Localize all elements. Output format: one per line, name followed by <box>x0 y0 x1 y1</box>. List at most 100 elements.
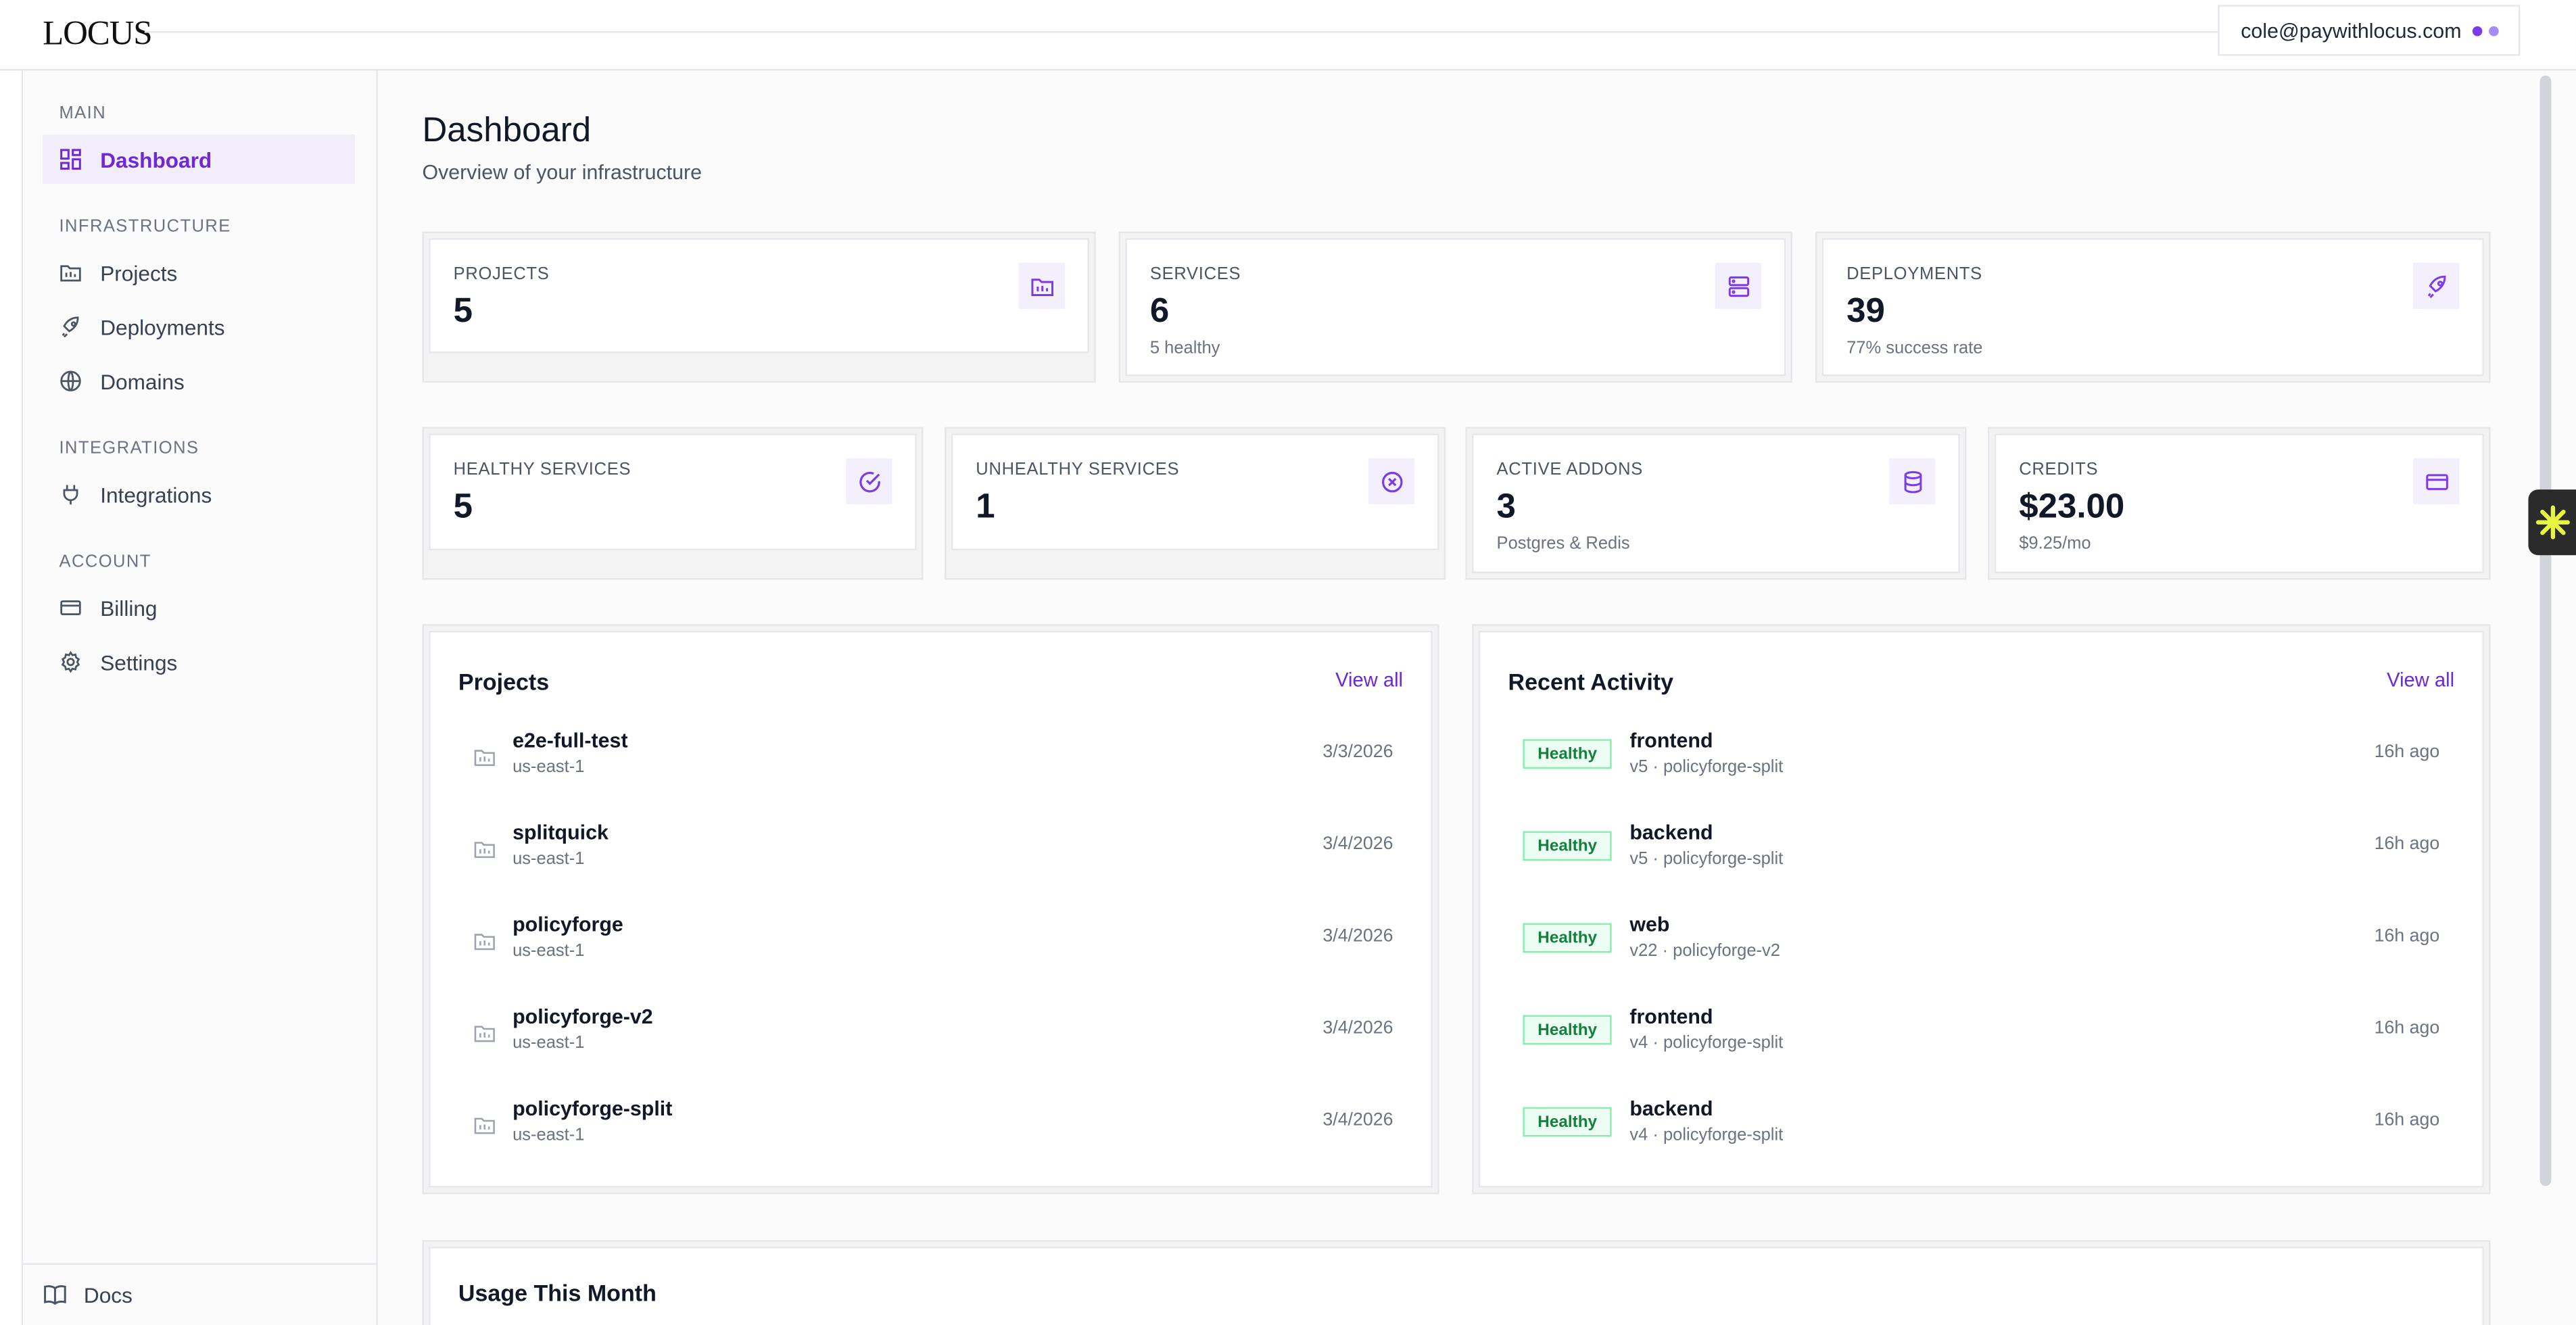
project-date: 3/4/2026 <box>1322 834 1393 854</box>
credit-card-icon <box>2413 458 2460 504</box>
projects-view-all-link[interactable]: View all <box>1335 668 1404 692</box>
stat-value: 5 <box>453 292 473 331</box>
project-date: 3/4/2026 <box>1322 926 1393 946</box>
stat-value: 1 <box>976 487 995 526</box>
service-meta: v22 · policyforge-v2 <box>1629 941 1780 961</box>
section-integrations: INTEGRATIONS <box>59 438 199 458</box>
project-name: e2e-full-test <box>512 729 628 752</box>
project-row[interactable]: policyforge us-east-1 3/4/2026 <box>473 913 1393 979</box>
dashboard-icon <box>60 149 81 170</box>
sidebar-item-settings[interactable]: Settings <box>43 637 355 687</box>
folder-icon <box>1018 262 1065 309</box>
stat-card-unhealthy-services[interactable]: UNHEALTHY SERVICES 1 <box>945 427 1446 580</box>
sidebar-item-label: Billing <box>100 595 158 621</box>
project-row[interactable]: policyforge-v2 us-east-1 3/4/2026 <box>473 1005 1393 1071</box>
sidebar-item-projects[interactable]: Projects <box>43 248 355 297</box>
activity-row[interactable]: Healthy web v22 · policyforge-v2 16h ago <box>1523 913 2439 979</box>
sidebar-item-domains[interactable]: Domains <box>43 356 355 406</box>
folder-icon <box>60 265 81 282</box>
folder-icon <box>474 842 495 859</box>
status-badge: Healthy <box>1523 1015 1612 1045</box>
section-account: ACCOUNT <box>59 552 151 572</box>
database-icon <box>1889 458 1936 504</box>
project-region: us-east-1 <box>512 849 585 869</box>
activity-row[interactable]: Healthy frontend v4 · policyforge-split … <box>1523 1005 2439 1071</box>
page-title: Dashboard <box>422 112 592 150</box>
project-region: us-east-1 <box>512 1033 585 1053</box>
stat-sub: Postgres & Redis <box>1496 533 1630 554</box>
credit-card-icon <box>60 600 81 615</box>
usage-panel: Usage This Month <box>422 1240 2491 1325</box>
project-region: us-east-1 <box>512 1125 585 1145</box>
globe-icon <box>60 370 81 391</box>
stat-card-active-addons[interactable]: ACTIVE ADDONS 3 Postgres & Redis <box>1465 427 1967 580</box>
folder-icon <box>474 1026 495 1042</box>
service-name: frontend <box>1629 1005 1713 1029</box>
project-region: us-east-1 <box>512 941 585 961</box>
stat-card-credits[interactable]: CREDITS $23.00 $9.25/mo <box>1988 427 2491 580</box>
stat-card-deployments[interactable]: DEPLOYMENTS 39 77% success rate <box>1815 231 2491 383</box>
project-date: 3/4/2026 <box>1322 1110 1393 1130</box>
scrollbar-thumb[interactable] <box>2539 75 2552 1186</box>
activity-time: 16h ago <box>2374 834 2440 854</box>
status-dots-icon <box>2472 26 2499 37</box>
server-icon <box>1715 262 1761 309</box>
locus-logo[interactable]: LOCUS <box>43 13 152 53</box>
project-name: policyforge <box>512 913 623 936</box>
docs-link[interactable]: Docs <box>23 1263 378 1325</box>
stat-value: 5 <box>453 487 473 526</box>
sidebar-item-billing[interactable]: Billing <box>43 583 355 633</box>
activity-row[interactable]: Healthy backend v4 · policyforge-split 1… <box>1523 1097 2439 1163</box>
sparkle-helper-button[interactable] <box>2528 489 2576 556</box>
left-edge-strip <box>0 70 24 1325</box>
rocket-icon <box>2413 262 2460 309</box>
sidebar-item-deployments[interactable]: Deployments <box>43 302 355 352</box>
sidebar-item-label: Projects <box>100 260 178 285</box>
project-row[interactable]: e2e-full-test us-east-1 3/3/2026 <box>473 729 1393 795</box>
project-name: policyforge-v2 <box>512 1005 653 1029</box>
activity-time: 16h ago <box>2374 926 2440 946</box>
docs-label: Docs <box>83 1282 133 1308</box>
project-row[interactable]: policyforge-split us-east-1 3/4/2026 <box>473 1097 1393 1163</box>
stat-value: 6 <box>1149 292 1170 331</box>
user-menu-button[interactable]: cole@paywithlocus.com <box>2218 5 2521 56</box>
activity-view-all-link[interactable]: View all <box>2387 668 2455 692</box>
stat-label: DEPLOYMENTS <box>1846 264 1982 285</box>
folder-icon <box>474 1117 495 1134</box>
stat-sub: $9.25/mo <box>2019 533 2091 554</box>
project-date: 3/4/2026 <box>1322 1018 1393 1038</box>
activity-time: 16h ago <box>2374 1018 2440 1038</box>
status-badge: Healthy <box>1523 923 1612 953</box>
service-name: backend <box>1629 1097 1713 1121</box>
project-name: policyforge-split <box>512 1097 673 1121</box>
rocket-icon <box>62 316 79 338</box>
stat-label: HEALTHY SERVICES <box>453 460 631 480</box>
service-name: backend <box>1629 821 1713 844</box>
stat-card-healthy-services[interactable]: HEALTHY SERVICES 5 <box>422 427 924 580</box>
stat-label: CREDITS <box>2019 460 2099 480</box>
book-icon <box>44 1285 66 1305</box>
section-main: MAIN <box>59 103 107 124</box>
service-meta: v5 · policyforge-split <box>1629 849 1784 869</box>
project-name: splitquick <box>512 821 609 844</box>
stat-value: 3 <box>1496 487 1516 526</box>
stat-card-projects[interactable]: PROJECTS 5 <box>422 231 1096 383</box>
panel-title: Projects <box>458 668 550 695</box>
activity-row[interactable]: Healthy frontend v5 · policyforge-split … <box>1523 729 2439 795</box>
sidebar-item-label: Integrations <box>100 482 212 507</box>
activity-row[interactable]: Healthy backend v5 · policyforge-split 1… <box>1523 821 2439 887</box>
sidebar-item-integrations[interactable]: Integrations <box>43 470 355 519</box>
project-date: 3/3/2026 <box>1322 742 1393 763</box>
asterisk-icon <box>2535 505 2570 539</box>
status-badge: Healthy <box>1523 831 1612 861</box>
sidebar-item-label: Deployments <box>100 314 225 339</box>
page-subtitle: Overview of your infrastructure <box>422 161 702 185</box>
stat-card-services[interactable]: SERVICES 6 5 healthy <box>1118 231 1792 383</box>
service-name: frontend <box>1629 729 1713 752</box>
project-row[interactable]: splitquick us-east-1 3/4/2026 <box>473 821 1393 887</box>
stat-label: ACTIVE ADDONS <box>1496 460 1644 480</box>
sidebar-item-label: Settings <box>100 649 178 675</box>
sidebar-item-dashboard[interactable]: Dashboard <box>43 135 355 185</box>
projects-panel: Projects View all e2e-full-test us-east-… <box>422 624 1439 1195</box>
